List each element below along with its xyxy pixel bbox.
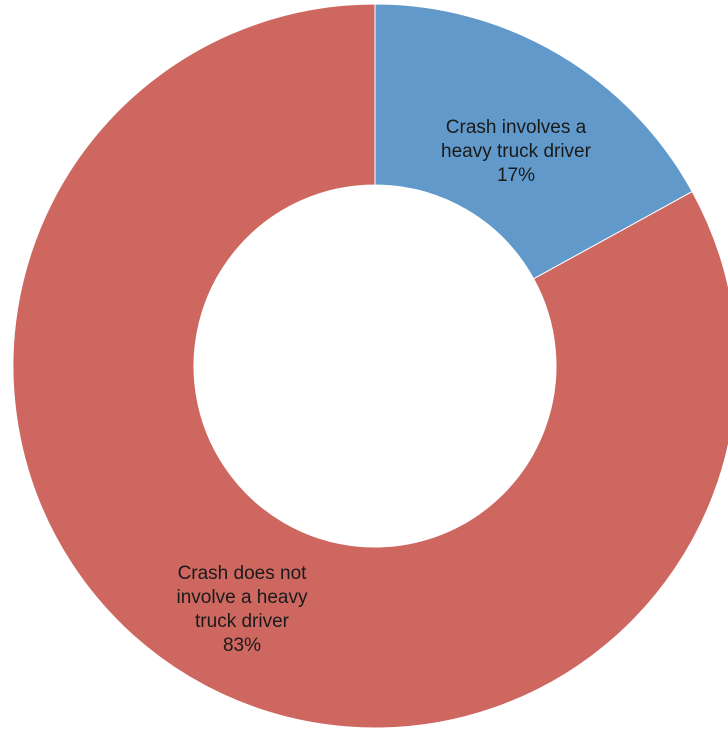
slice-value-label: 83% — [223, 635, 261, 656]
slice-category-label: Crash does not — [178, 563, 308, 584]
slice-label-1: Crash involves a heavy truck driver 17% — [441, 117, 592, 186]
slice-value-label: 17% — [497, 165, 535, 186]
slice-label-2: Crash does not involve a heavy truck drive… — [177, 563, 308, 656]
labels-layer: Crash involves a heavy truck driver 17%Cra… — [177, 117, 592, 656]
slices-layer — [12, 3, 728, 729]
slice-category-label: truck driver — [195, 611, 290, 632]
slice-category-label: Crash involves a — [446, 117, 587, 138]
slice-2 — [12, 3, 728, 729]
slice-category-label: involve a heavy — [177, 587, 308, 608]
slice-1 — [374, 3, 693, 280]
slice-category-label: heavy truck driver — [441, 141, 592, 162]
